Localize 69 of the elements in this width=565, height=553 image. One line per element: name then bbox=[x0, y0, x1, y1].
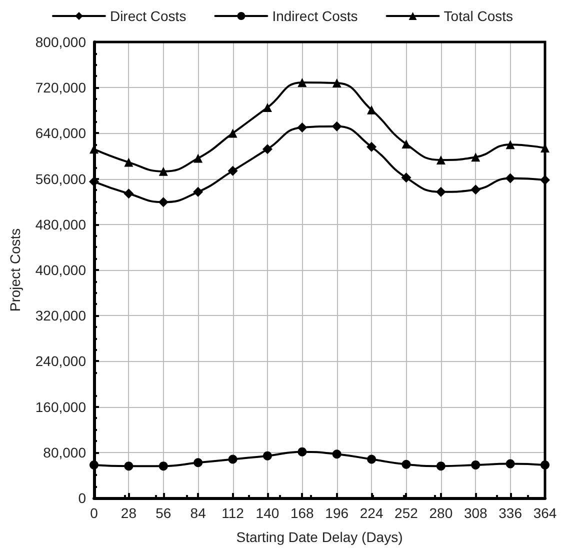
x-tick-label: 140 bbox=[256, 505, 280, 521]
point bbox=[471, 460, 480, 470]
point bbox=[262, 103, 272, 112]
point bbox=[298, 447, 307, 456]
y-tick-label: 400,000 bbox=[35, 262, 86, 278]
point bbox=[505, 173, 516, 184]
y-tick-label: 640,000 bbox=[35, 125, 86, 142]
point bbox=[436, 155, 446, 164]
point bbox=[228, 166, 238, 176]
point bbox=[228, 128, 238, 138]
point bbox=[436, 186, 446, 197]
x-tick-label: 336 bbox=[498, 505, 522, 521]
y-axis-title: Project Costs bbox=[7, 228, 23, 312]
x-tick-label: 168 bbox=[290, 505, 314, 521]
point bbox=[297, 122, 308, 132]
x-tick-label: 56 bbox=[156, 505, 172, 521]
x-tick-label: 224 bbox=[360, 505, 384, 521]
y-tick-label: 320,000 bbox=[35, 308, 86, 324]
point bbox=[124, 188, 134, 199]
x-tick-label: 0 bbox=[90, 505, 98, 521]
point bbox=[540, 174, 550, 185]
point bbox=[262, 144, 272, 154]
point bbox=[540, 460, 550, 470]
x-tick-label: 280 bbox=[429, 505, 453, 521]
x-tick-label: 252 bbox=[394, 505, 418, 521]
point bbox=[193, 186, 204, 197]
point bbox=[367, 454, 376, 464]
point bbox=[402, 140, 411, 149]
point bbox=[402, 460, 411, 469]
point bbox=[158, 197, 168, 208]
point bbox=[332, 121, 342, 132]
x-tick-label: 308 bbox=[464, 505, 488, 521]
legend-label: Direct Costs bbox=[110, 8, 186, 24]
y-tick-label: 720,000 bbox=[35, 80, 86, 96]
x-tick-label: 196 bbox=[325, 505, 349, 521]
y-tick-label: 800,000 bbox=[35, 34, 86, 50]
point bbox=[436, 462, 446, 471]
legend-label: Total Costs bbox=[444, 8, 514, 24]
point bbox=[89, 176, 99, 187]
point bbox=[194, 154, 203, 163]
point bbox=[471, 152, 480, 162]
y-tick-label: 560,000 bbox=[35, 170, 86, 187]
point bbox=[366, 142, 377, 152]
point bbox=[506, 140, 515, 150]
point bbox=[262, 451, 272, 460]
x-tick-label: 364 bbox=[533, 505, 557, 521]
legend-label: Indirect Costs bbox=[272, 8, 358, 24]
point bbox=[158, 462, 168, 471]
point bbox=[90, 460, 98, 470]
point bbox=[124, 462, 134, 471]
y-tick-label: 160,000 bbox=[35, 398, 86, 415]
point bbox=[194, 458, 203, 468]
x-tick-label: 112 bbox=[222, 505, 244, 521]
point bbox=[506, 459, 515, 468]
x-axis-title: Starting Date Delay (Days) bbox=[236, 529, 403, 545]
point bbox=[470, 184, 481, 195]
point bbox=[124, 158, 134, 167]
y-tick-label: 80,000 bbox=[43, 444, 86, 460]
point bbox=[228, 454, 238, 464]
point bbox=[332, 450, 342, 459]
point bbox=[158, 166, 168, 176]
x-tick-label: 28 bbox=[120, 505, 137, 521]
y-tick-label: 0 bbox=[78, 490, 86, 506]
y-tick-label: 480,000 bbox=[35, 216, 86, 232]
point bbox=[401, 172, 412, 183]
y-tick-label: 240,000 bbox=[35, 353, 86, 370]
point bbox=[298, 78, 307, 87]
point bbox=[332, 78, 342, 88]
x-tick-label: 84 bbox=[190, 505, 206, 521]
